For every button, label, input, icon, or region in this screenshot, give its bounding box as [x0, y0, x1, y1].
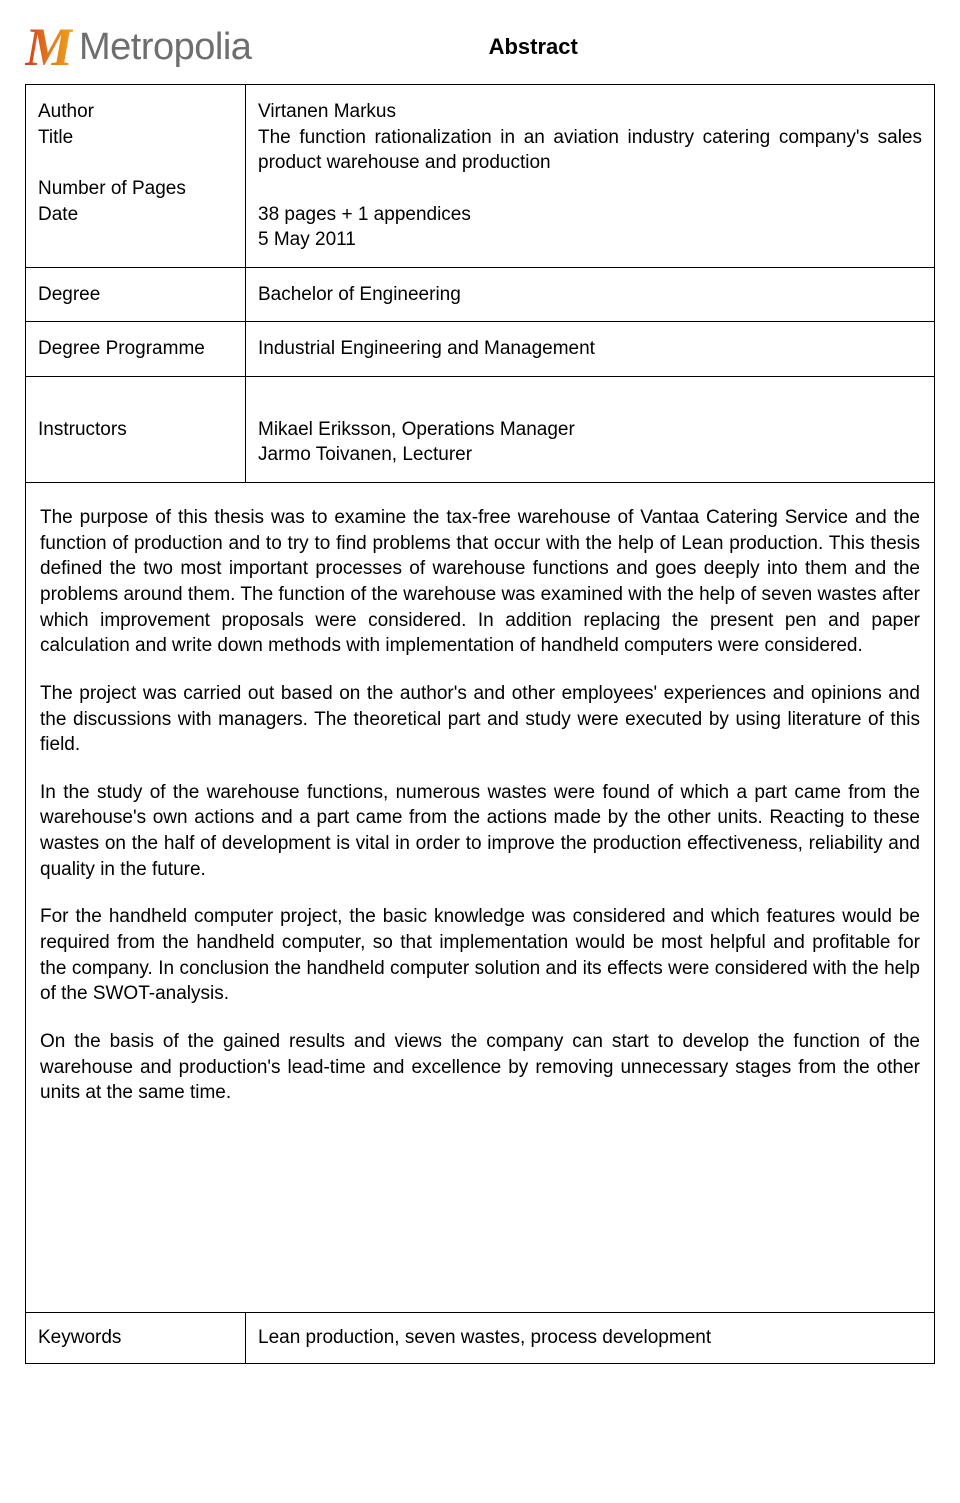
meta-labels-author: Author Title Number of Pages Date: [26, 85, 246, 268]
label-degree: Degree: [26, 267, 246, 322]
value-thesis-title: The function rationalization in an aviat…: [258, 125, 922, 176]
abstract-para-1: The purpose of this thesis was to examin…: [40, 505, 920, 659]
meta-values-author: Virtanen Markus The function rationaliza…: [246, 85, 935, 268]
value-keywords: Lean production, seven wastes, process d…: [246, 1313, 935, 1364]
instructor-2: Jarmo Toivanen, Lecturer: [258, 444, 472, 465]
meta-row-author-title: Author Title Number of Pages Date Virtan…: [26, 85, 935, 268]
label-date: Date: [38, 204, 78, 225]
label-author: Author: [38, 101, 94, 122]
label-pages: Number of Pages: [38, 178, 186, 199]
body-spacer: [40, 1128, 920, 1298]
value-pages: 38 pages + 1 appendices: [258, 204, 471, 225]
value-instructors: Mikael Eriksson, Operations Manager Jarm…: [246, 377, 935, 483]
value-date: 5 May 2011: [258, 229, 356, 250]
page-header: M Metropolia Abstract: [25, 20, 935, 74]
value-programme: Industrial Engineering and Management: [246, 322, 935, 377]
abstract-page: M Metropolia Abstract Author Title Numbe…: [0, 0, 960, 1384]
abstract-para-3: In the study of the warehouse functions,…: [40, 780, 920, 883]
page-title: Abstract: [251, 34, 815, 60]
keywords-table: Keywords Lean production, seven wastes, …: [25, 1313, 935, 1364]
meta-row-degree: Degree Bachelor of Engineering: [26, 267, 935, 322]
value-degree: Bachelor of Engineering: [246, 267, 935, 322]
keywords-row: Keywords Lean production, seven wastes, …: [26, 1313, 935, 1364]
instructor-1: Mikael Eriksson, Operations Manager: [258, 419, 575, 440]
meta-row-instructors: Instructors Mikael Eriksson, Operations …: [26, 377, 935, 483]
label-title: Title: [38, 127, 73, 148]
metadata-table: Author Title Number of Pages Date Virtan…: [25, 84, 935, 483]
abstract-para-5: On the basis of the gained results and v…: [40, 1029, 920, 1106]
label-programme: Degree Programme: [26, 322, 246, 377]
metropolia-logo: M Metropolia: [25, 20, 251, 74]
logo-wordmark: Metropolia: [79, 26, 251, 69]
logo-mark-icon: M: [25, 20, 73, 74]
label-keywords: Keywords: [26, 1313, 246, 1364]
meta-row-programme: Degree Programme Industrial Engineering …: [26, 322, 935, 377]
label-instructors: Instructors: [26, 377, 246, 483]
abstract-para-2: The project was carried out based on the…: [40, 681, 920, 758]
value-author: Virtanen Markus: [258, 101, 396, 122]
abstract-para-4: For the handheld computer project, the b…: [40, 904, 920, 1007]
abstract-body: The purpose of this thesis was to examin…: [25, 483, 935, 1313]
